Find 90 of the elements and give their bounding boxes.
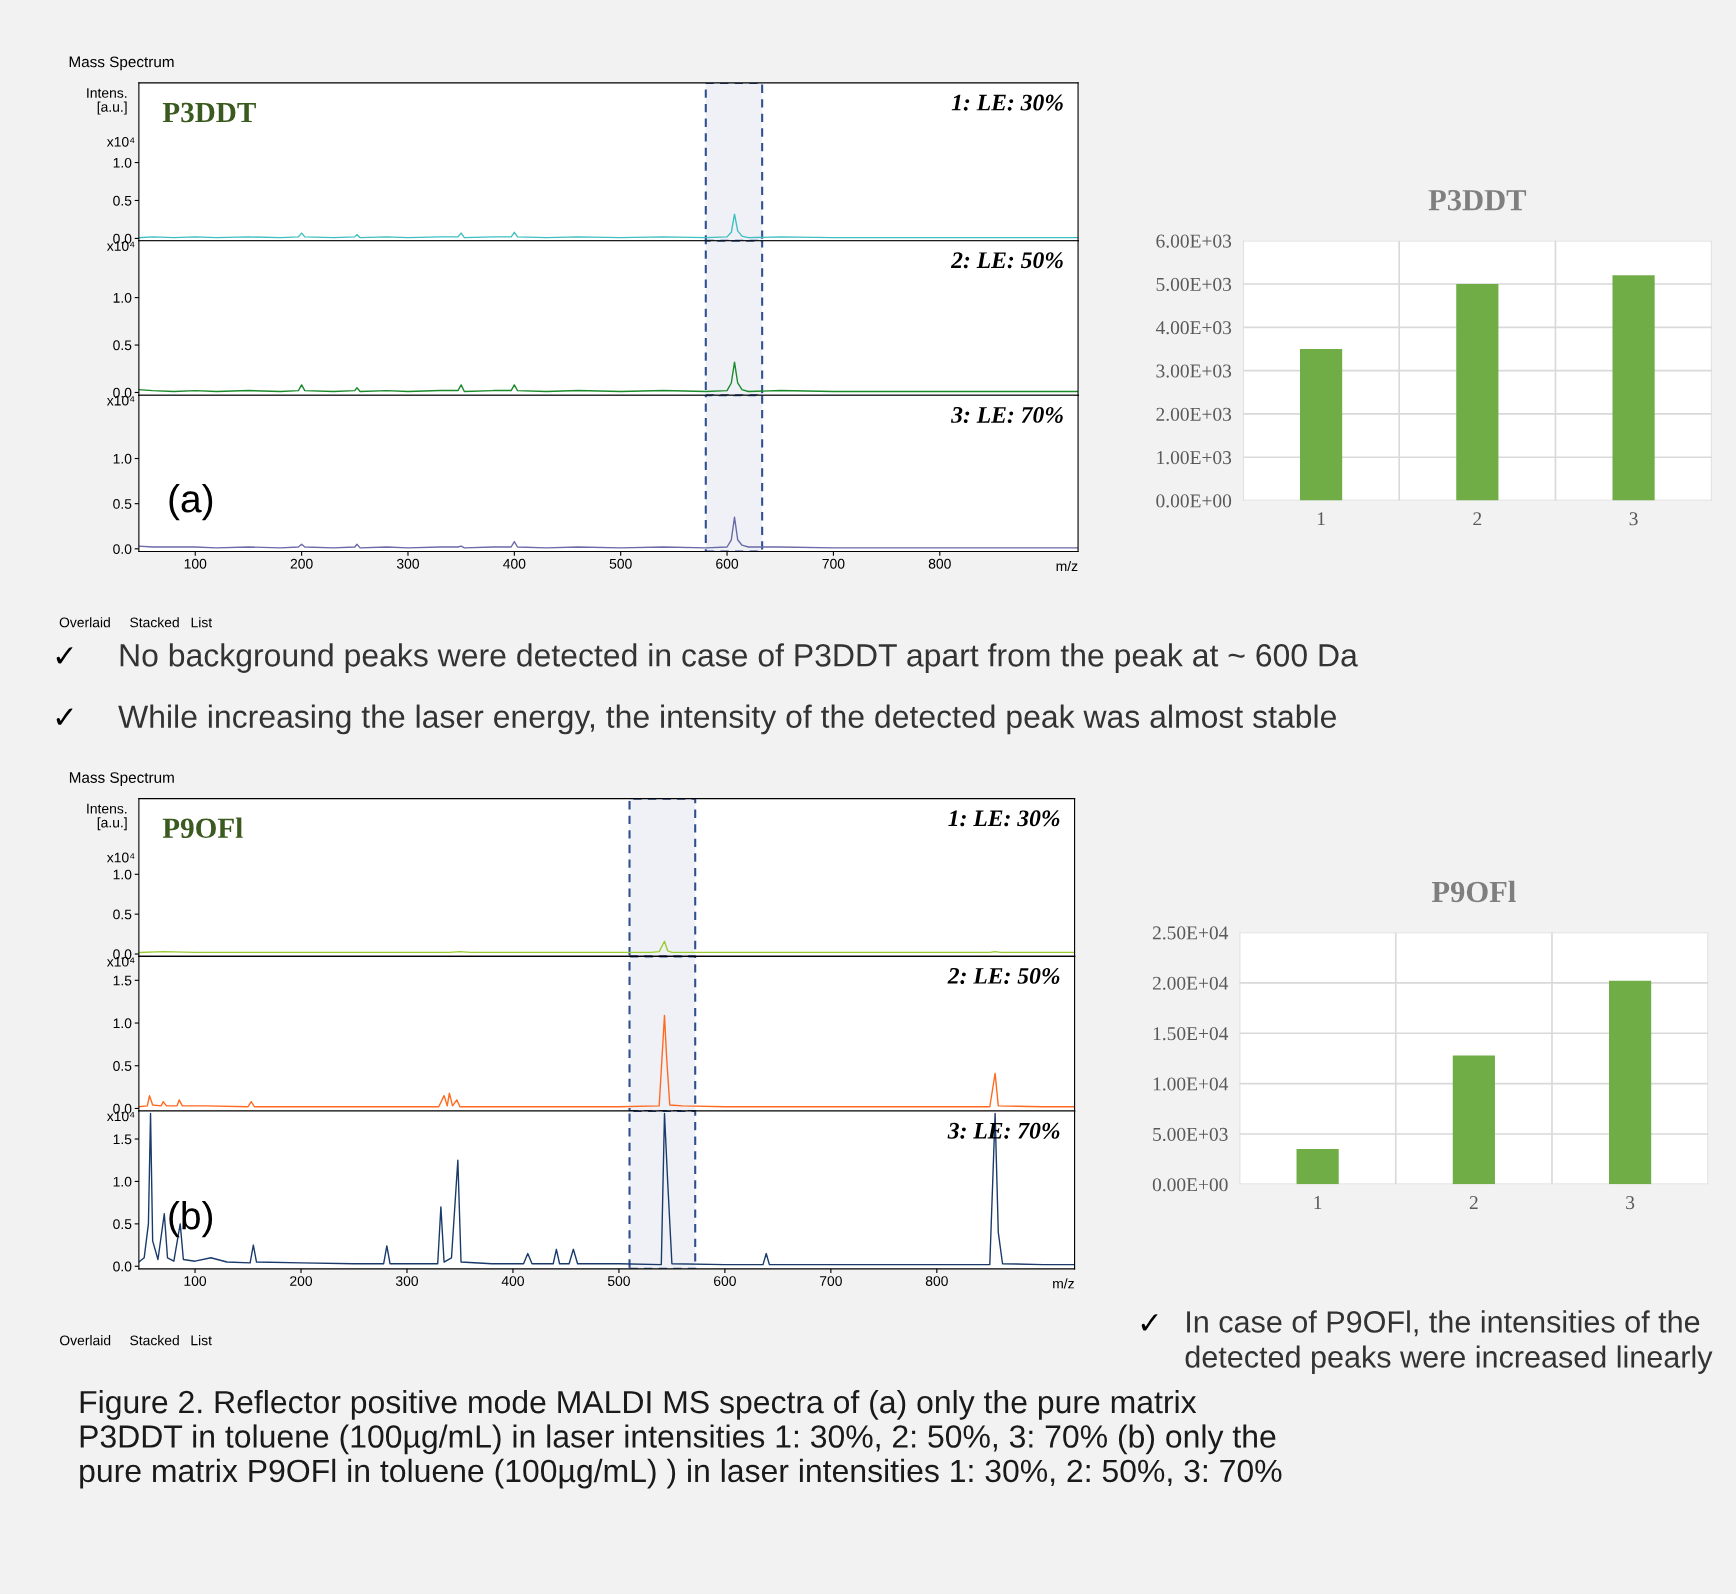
y-tick-label: 1.0 <box>113 453 132 464</box>
y-tick-label: 0.00E+00 <box>1156 494 1232 508</box>
line-series <box>138 1014 1075 1108</box>
x-tick-label: 300 <box>396 558 420 569</box>
bar <box>1300 348 1343 501</box>
annotation: P9OFl <box>162 817 243 839</box>
y-tick-label: 1.0 <box>113 1018 132 1029</box>
bar <box>1452 1055 1495 1185</box>
y-tick-label: 0.5 <box>113 909 132 920</box>
bar <box>1296 1149 1339 1185</box>
y-tick-label: 4.00E+03 <box>1155 321 1232 335</box>
y-tick-label: 2.00E+03 <box>1156 407 1232 421</box>
x-tick-label: 500 <box>609 558 632 569</box>
text: Stacked <box>130 1335 179 1346</box>
text: x10⁴ <box>106 852 135 863</box>
annotation: 2: LE: 50% <box>947 967 1060 984</box>
x-axis-title: m/z <box>1053 1278 1074 1289</box>
x-tick-label: 800 <box>928 558 951 569</box>
x-tick-label: 200 <box>290 558 313 569</box>
y-tick-label: 1.0 <box>113 869 132 880</box>
y-tick-label: 1.0 <box>113 292 132 303</box>
bar <box>1456 284 1499 501</box>
text: Mass Spectrum <box>69 56 174 71</box>
text: Overlaid <box>60 1335 111 1346</box>
y-tick-label: 0.5 <box>113 499 132 509</box>
annotation: 3: LE: 70% <box>951 406 1063 423</box>
y-axis-title: Intens. [a.u.] <box>87 88 127 115</box>
text: No background peaks were detected in case of P3DDT apart from the peak at ~ 600 Da <box>120 643 1358 673</box>
text: ✓ <box>56 647 73 664</box>
x-tick-label: 3 <box>1626 1196 1635 1210</box>
y-tick-label: 2.00E+04 <box>1152 976 1229 990</box>
chart-title: P9OFl <box>1431 880 1516 903</box>
y-tick-label: 0.5 <box>113 195 132 206</box>
x-tick-label: 600 <box>716 558 739 569</box>
y-tick-label: 5.00E+03 <box>1156 277 1232 292</box>
text: Stacked <box>130 617 179 628</box>
caption: Figure 2. Reflector positive mode MALDI MS spectra of (a) only the pure matrix P3DDT in toluene (100µg/mL) in laser intensities 1: 30%, 2: 50%, 3: 70% (b) only the pure matrix P9OFl in toluene (100µg/mL) ) in laser intensities 1: 30%, 2: 50%, 3: 70% <box>80 1389 1282 1489</box>
y-tick-label: 2.50E+04 <box>1152 926 1229 940</box>
y-axis-title: Intens. [a.u.] <box>87 803 127 831</box>
y-tick-label: 3.00E+03 <box>1156 364 1232 378</box>
x-tick-label: 400 <box>503 558 526 569</box>
x-tick-label: 700 <box>819 1276 842 1286</box>
text: While increasing the laser energy, the intensity of the detected peak was almost stable <box>118 704 1336 735</box>
bar <box>1612 275 1655 501</box>
y-tick-label: 1.00E+04 <box>1153 1077 1229 1091</box>
y-tick-label: 0.00E+00 <box>1152 1178 1228 1192</box>
y-tick-label: 1.50E+04 <box>1153 1027 1229 1041</box>
y-tick-label: 0.5 <box>113 340 132 351</box>
y-tick-label: 0.5 <box>113 1219 132 1230</box>
text: List <box>191 617 213 628</box>
annotation: 1: LE: 30% <box>948 810 1060 827</box>
x-tick-label: 1 <box>1317 512 1325 526</box>
x-tick-label: 2 <box>1469 1196 1478 1209</box>
annotation: (b) <box>169 1201 213 1238</box>
y-tick-label: 1.0 <box>113 1176 132 1187</box>
y-tick-label: 1.5 <box>113 975 132 986</box>
text: ✓ <box>1141 1314 1158 1331</box>
x-tick-label: 300 <box>395 1276 419 1286</box>
x-tick-label: 1 <box>1314 1196 1322 1209</box>
annotation: 2: LE: 50% <box>950 252 1063 269</box>
annotation: 1: LE: 30% <box>951 94 1063 111</box>
x-tick-label: 2 <box>1473 512 1482 526</box>
x-tick-label: 600 <box>714 1276 736 1286</box>
annotation: (a) <box>169 484 213 521</box>
text: Overlaid <box>59 617 110 628</box>
x-tick-label: 700 <box>822 558 845 569</box>
x-tick-label: 200 <box>290 1276 313 1286</box>
y-tick-label: 1.0 <box>113 157 132 168</box>
annotation: P3DDT <box>162 102 256 123</box>
y-tick-label: 0.5 <box>113 1061 132 1071</box>
x-tick-label: 100 <box>184 1276 207 1286</box>
x-axis-title: m/z <box>1056 560 1078 572</box>
text: In case of P9OFl, the intensities of the detected peaks were increased linearly <box>1185 1310 1713 1374</box>
y-tick-label: 5.00E+03 <box>1153 1127 1228 1141</box>
bar <box>1609 980 1652 1185</box>
chart-title: P3DDT <box>1428 189 1527 211</box>
y-tick-label: 1.5 <box>113 1134 132 1145</box>
text: ✓ <box>56 708 73 725</box>
text: x10⁴ <box>106 136 135 147</box>
y-tick-label: 0.0 <box>113 1261 132 1272</box>
x-tick-label: 100 <box>184 558 207 569</box>
text: Mass Spectrum <box>69 772 174 786</box>
y-tick-label: 1.00E+03 <box>1157 451 1232 465</box>
x-tick-label: 400 <box>501 1276 524 1286</box>
y-tick-label: 6.00E+03 <box>1156 234 1232 248</box>
x-tick-label: 500 <box>607 1276 630 1286</box>
y-tick-label: 0.0 <box>113 544 132 554</box>
x-tick-label: 3 <box>1629 512 1638 526</box>
text: List <box>191 1335 212 1346</box>
x-tick-label: 800 <box>925 1276 948 1286</box>
